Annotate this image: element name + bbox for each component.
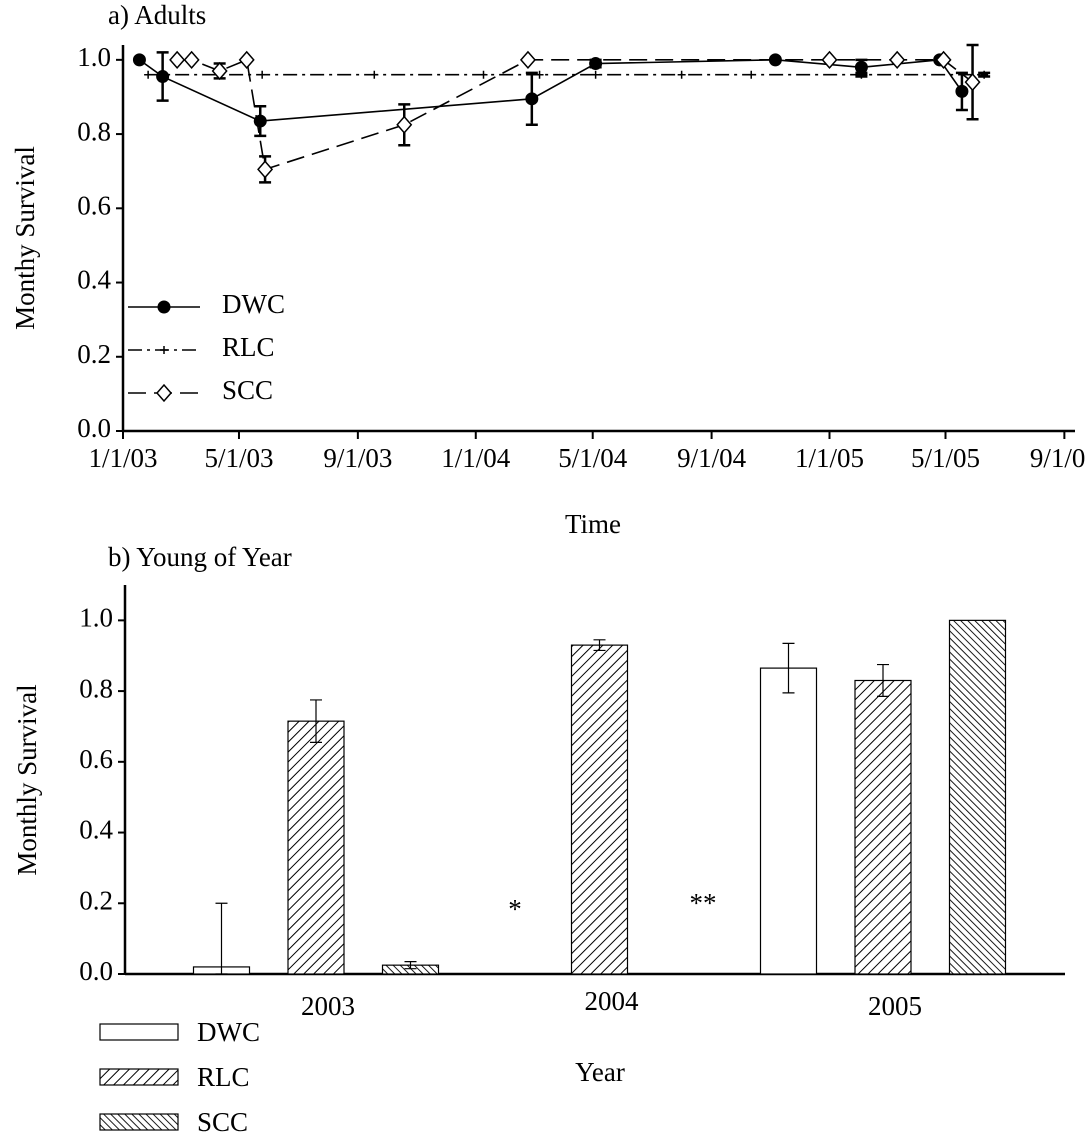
marker [980,70,989,79]
annotation: * [508,894,522,924]
bar [287,720,345,975]
marker [955,84,969,98]
legend-swatch [99,1068,179,1086]
marker [525,92,539,106]
marker [144,70,153,79]
y-tick-label: 0.0 [79,956,113,986]
x-tick-label: 9/1/04 [677,443,747,473]
marker [238,50,255,69]
x-tick-label: 5/1/03 [204,443,273,473]
marker [169,50,186,69]
error-bar [404,961,417,970]
marker [479,70,488,79]
x-tick-label: 1/1/03 [88,443,157,473]
marker [747,70,756,79]
marker [370,70,379,79]
marker [156,70,170,84]
y-tick-label: 0.2 [79,885,113,915]
bar [948,619,1007,975]
y-tick-label: 0.4 [77,265,111,295]
x-tick-label: 1/1/05 [795,443,864,473]
x-tick-label: 2005 [868,991,922,1021]
x-tick-label: 9/1/05 [1030,443,1086,473]
x-tick-label: 5/1/04 [558,443,628,473]
x-axis-label: Time [565,509,621,539]
marker [889,50,906,69]
series-line [138,59,963,122]
bar [570,644,629,975]
legend-label: RLC [197,1062,250,1092]
legend-label: RLC [222,332,275,362]
marker [964,72,981,92]
error-bar [215,902,228,975]
y-tick-label: 0.8 [79,673,113,703]
y-tick-label: 0.6 [79,744,113,774]
error-bar [782,642,795,694]
marker [132,53,146,67]
y-tick-label: 0.8 [77,116,111,146]
annotation: ** [690,888,717,918]
y-tick-label: 1.0 [79,603,113,633]
error-bar [310,699,322,743]
legend-label: SCC [222,375,273,405]
legend-marker [157,300,171,314]
legend-marker [156,383,172,403]
legend-swatch [99,1023,179,1041]
marker [519,50,536,69]
x-tick-label: 9/1/03 [323,443,392,473]
marker [677,70,686,79]
x-tick-label: 5/1/05 [911,443,980,473]
y-tick-label: 1.0 [77,42,111,72]
y-tick-label: 0.0 [77,413,111,443]
y-axis-label: Monthly Survival [12,684,42,875]
legend-swatch [99,1113,179,1131]
legend-label: DWC [222,289,285,319]
chart-title: a) Adults [108,0,206,30]
legend-label: DWC [197,1017,260,1047]
series-line [177,58,974,171]
marker [591,70,600,79]
marker [183,50,200,69]
marker [535,70,544,79]
legend-marker [160,346,168,354]
x-tick-label: 2003 [301,991,355,1021]
x-tick-label: 1/1/04 [441,443,511,473]
y-tick-label: 0.4 [79,815,113,845]
marker [396,115,413,134]
marker [257,160,274,179]
bar [854,679,912,975]
marker [857,70,866,79]
y-tick-label: 0.2 [77,339,111,369]
marker [211,61,228,81]
error-bar [877,663,889,697]
bar [759,667,818,975]
y-axis-label: Monthy Survival [10,146,40,330]
chart-title: b) Young of Year [108,542,292,572]
error-bar [593,639,606,652]
marker [935,50,952,69]
x-tick-label: 2004 [585,986,640,1016]
legend-label: SCC [197,1107,248,1137]
marker [258,70,267,79]
marker [821,50,838,69]
x-axis-label: Year [575,1057,625,1087]
y-tick-label: 0.6 [77,191,111,221]
